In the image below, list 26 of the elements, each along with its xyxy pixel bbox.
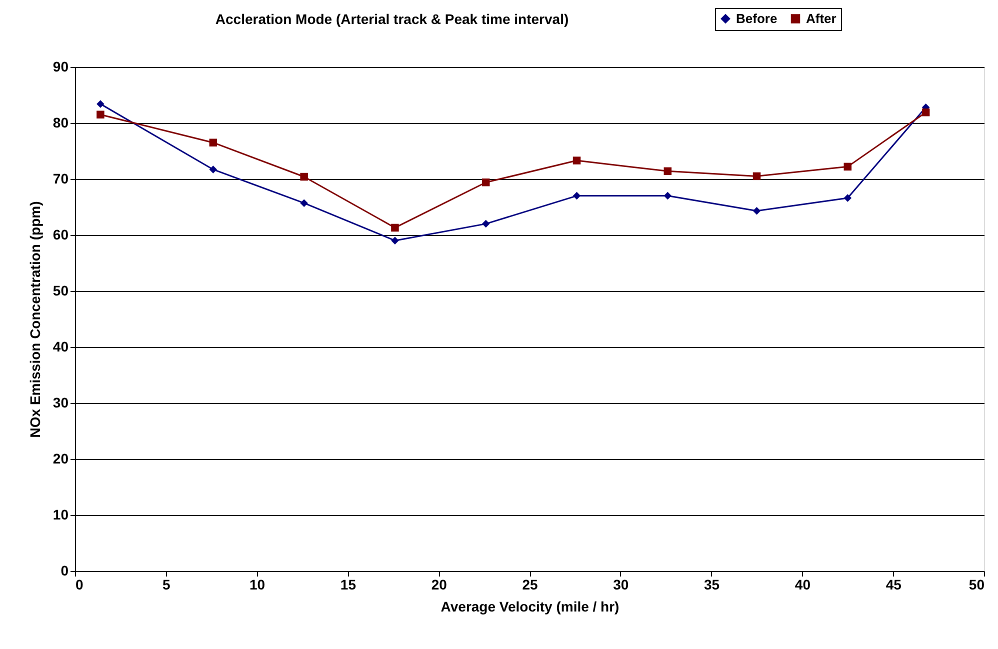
y-tick-label: 0 xyxy=(60,562,69,578)
y-tick-label: 80 xyxy=(52,114,69,130)
x-tick-label: 40 xyxy=(794,576,811,592)
x-tick-label: 10 xyxy=(250,576,266,592)
y-tick-label: 90 xyxy=(52,58,69,74)
x-tick-label: 50 xyxy=(968,576,985,592)
legend-label: Before xyxy=(736,10,778,26)
chart-title: Accleration Mode (Arterial track & Peak time interval) xyxy=(215,11,569,27)
x-tick-label: 30 xyxy=(613,576,629,592)
y-tick-label: 40 xyxy=(52,338,69,354)
x-tick-label: 45 xyxy=(886,576,902,592)
x-tick-label: 35 xyxy=(704,576,720,592)
x-tick-label: 20 xyxy=(431,576,448,592)
legend-label: After xyxy=(806,10,836,26)
x-tick-label: 0 xyxy=(76,576,84,592)
y-tick-label: 60 xyxy=(52,226,69,242)
y-axis-title: NOx Emission Concentration (ppm) xyxy=(26,201,43,438)
y-tick-label: 30 xyxy=(52,394,69,410)
x-tick-label: 15 xyxy=(340,576,356,592)
y-tick-label: 20 xyxy=(52,450,69,466)
y-tick-label: 10 xyxy=(52,506,69,522)
x-axis-title: Average Velocity (mile / hr) xyxy=(440,598,620,614)
y-tick-label: 50 xyxy=(52,282,69,298)
y-tick-label: 70 xyxy=(52,170,69,186)
x-tick-label: 25 xyxy=(522,576,538,592)
x-tick-label: 5 xyxy=(162,576,170,592)
